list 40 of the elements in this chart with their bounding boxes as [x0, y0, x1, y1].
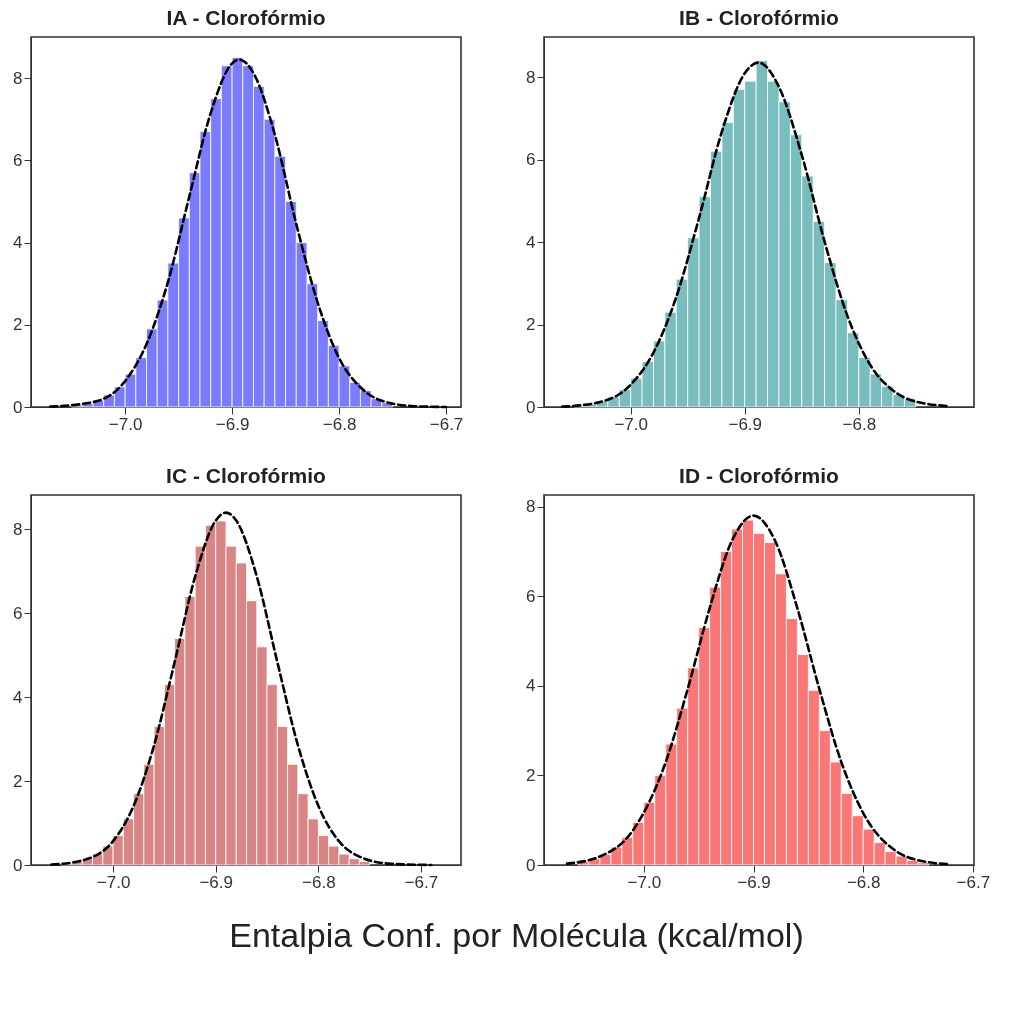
y-tick-label: 0	[13, 855, 23, 875]
x-tick-label: −6.7	[956, 872, 991, 892]
chart-title: IA - Clorofórmio	[166, 6, 326, 29]
y-tick-label: 8	[13, 68, 23, 88]
y-tick-label: 8	[526, 67, 536, 87]
x-tick-label: −7.0	[627, 872, 662, 892]
x-tick-label: −6.9	[215, 414, 250, 434]
x-tick-label: −7.0	[96, 872, 131, 892]
y-tick-label: 0	[526, 855, 536, 875]
y-tick-label: 0	[526, 397, 536, 417]
chart-title: ID - Clorofórmio	[679, 464, 839, 487]
y-tick-label: 2	[13, 315, 23, 335]
y-tick-label: 2	[526, 315, 536, 334]
x-tick-label: −6.9	[199, 872, 234, 892]
x-tick-label: −6.7	[404, 872, 439, 892]
y-tick-label: 6	[13, 150, 23, 170]
y-tick-label: 2	[13, 771, 23, 791]
x-tick-label: −6.9	[728, 414, 763, 434]
x-tick-label: −7.0	[614, 414, 648, 434]
y-tick-label: 4	[526, 676, 536, 696]
y-tick-label: 4	[526, 232, 536, 252]
x-axis-title: Entalpia Conf. por Molécula (kcal/mol)	[228, 916, 805, 955]
y-tick-label: 2	[526, 765, 536, 785]
y-tick-label: 4	[13, 233, 23, 253]
x-tick-label: −7.0	[108, 414, 143, 434]
x-tick-label: −6.8	[842, 414, 877, 434]
y-tick-label: 6	[526, 150, 536, 170]
chart-title: IB - Clorofórmio	[679, 6, 839, 29]
y-tick-label: 8	[13, 519, 23, 539]
y-tick-label: 4	[13, 687, 23, 707]
y-tick-label: 0	[13, 397, 23, 417]
chart-title: IC - Clorofórmio	[166, 464, 326, 487]
y-tick-label: 6	[13, 603, 23, 623]
y-tick-label: 8	[526, 497, 536, 517]
x-tick-label: −6.8	[846, 872, 881, 892]
x-tick-label: −6.9	[737, 872, 771, 892]
x-tick-label: −6.8	[302, 872, 336, 892]
x-tick-label: −6.8	[322, 414, 357, 434]
x-tick-label: −6.7	[429, 414, 464, 434]
y-tick-label: 6	[526, 586, 536, 606]
